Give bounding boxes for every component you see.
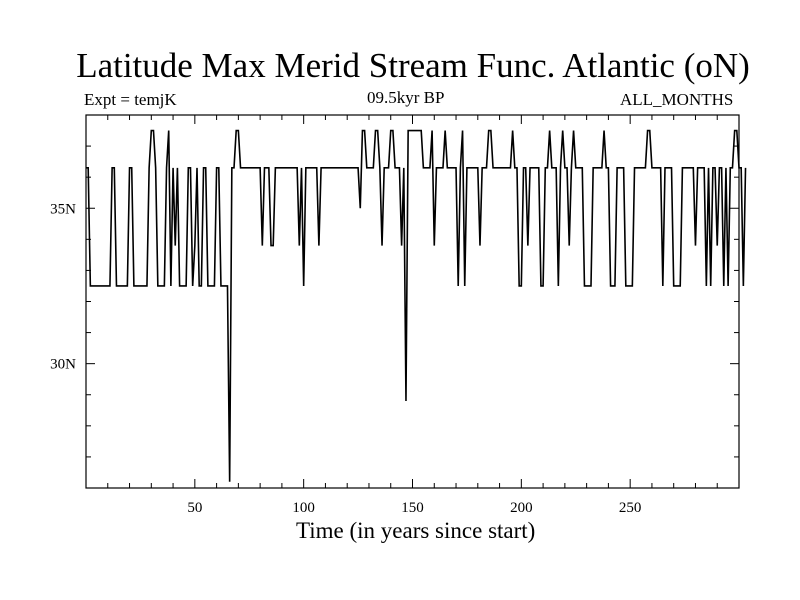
series-line xyxy=(86,129,747,482)
tick-labels: 50 100 150 200 250 30N 35N xyxy=(50,201,641,516)
x-tick-label: 50 xyxy=(187,500,202,516)
x-tick-label: 200 xyxy=(510,500,533,516)
axis-ticks xyxy=(86,114,739,489)
chart-title: Latitude Max Merid Stream Func. Atlantic… xyxy=(76,46,750,85)
period-label: 09.5kyr BP xyxy=(367,88,445,107)
months-label: ALL_MONTHS xyxy=(620,90,734,109)
x-axis-label: Time (in years since start) xyxy=(296,518,536,543)
experiment-label: Expt = temjK xyxy=(84,90,177,109)
y-tick-label: 35N xyxy=(50,201,76,217)
x-tick-label: 100 xyxy=(292,500,315,516)
x-tick-label: 150 xyxy=(401,500,424,516)
y-tick-label: 30N xyxy=(50,357,76,373)
x-tick-label: 250 xyxy=(619,500,642,516)
plot-frame xyxy=(85,114,740,489)
